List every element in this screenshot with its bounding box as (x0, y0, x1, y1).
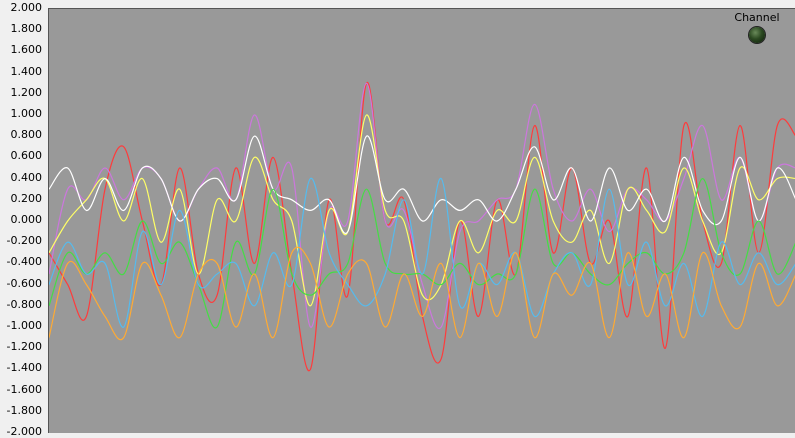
channel-led-icon[interactable] (749, 27, 765, 43)
series-line-1 (49, 82, 795, 330)
y-tick-label: 1.600 (10, 43, 43, 57)
plot-canvas (49, 82, 795, 372)
channel-indicator: Channel (727, 11, 787, 47)
y-tick-label: -0.400 (6, 255, 42, 269)
y-axis: 2.000 1.800 1.600 1.400 1.200 1.000 0.800 0.600… (0, 0, 48, 438)
series-line-5 (49, 177, 795, 328)
y-tick-label: -1.200 (6, 340, 42, 354)
series-line-6 (49, 246, 795, 341)
y-tick-label: -0.200 (6, 234, 42, 248)
plot-area[interactable] (48, 8, 795, 433)
series-line-0 (49, 82, 795, 372)
y-tick-label: 0.400 (10, 170, 43, 184)
y-tick-label: -1.800 (6, 403, 42, 417)
y-tick-label: -0.600 (6, 276, 42, 290)
y-tick-label: -1.400 (6, 361, 42, 375)
channel-label: Channel (734, 11, 780, 24)
y-tick-label: 0.200 (10, 191, 43, 205)
y-tick-label: 1.000 (10, 107, 43, 120)
y-tick-label: 0.800 (10, 128, 43, 142)
series-line-4 (49, 177, 795, 329)
y-tick-label: 0.000 (10, 213, 43, 226)
y-tick-label: 1.400 (10, 64, 43, 78)
y-tick-label: 0.600 (10, 149, 43, 163)
y-tick-label: -1.000 (6, 319, 42, 332)
series-line-2 (49, 114, 795, 307)
y-tick-label: 1.800 (10, 22, 43, 36)
y-tick-label: -1.600 (6, 382, 42, 396)
y-tick-label: -2.000 (6, 425, 42, 438)
y-tick-label: -0.800 (6, 297, 42, 311)
series-line-3 (49, 135, 795, 235)
y-tick-label: 1.200 (10, 85, 43, 99)
y-tick-label: 2.000 (10, 1, 43, 14)
